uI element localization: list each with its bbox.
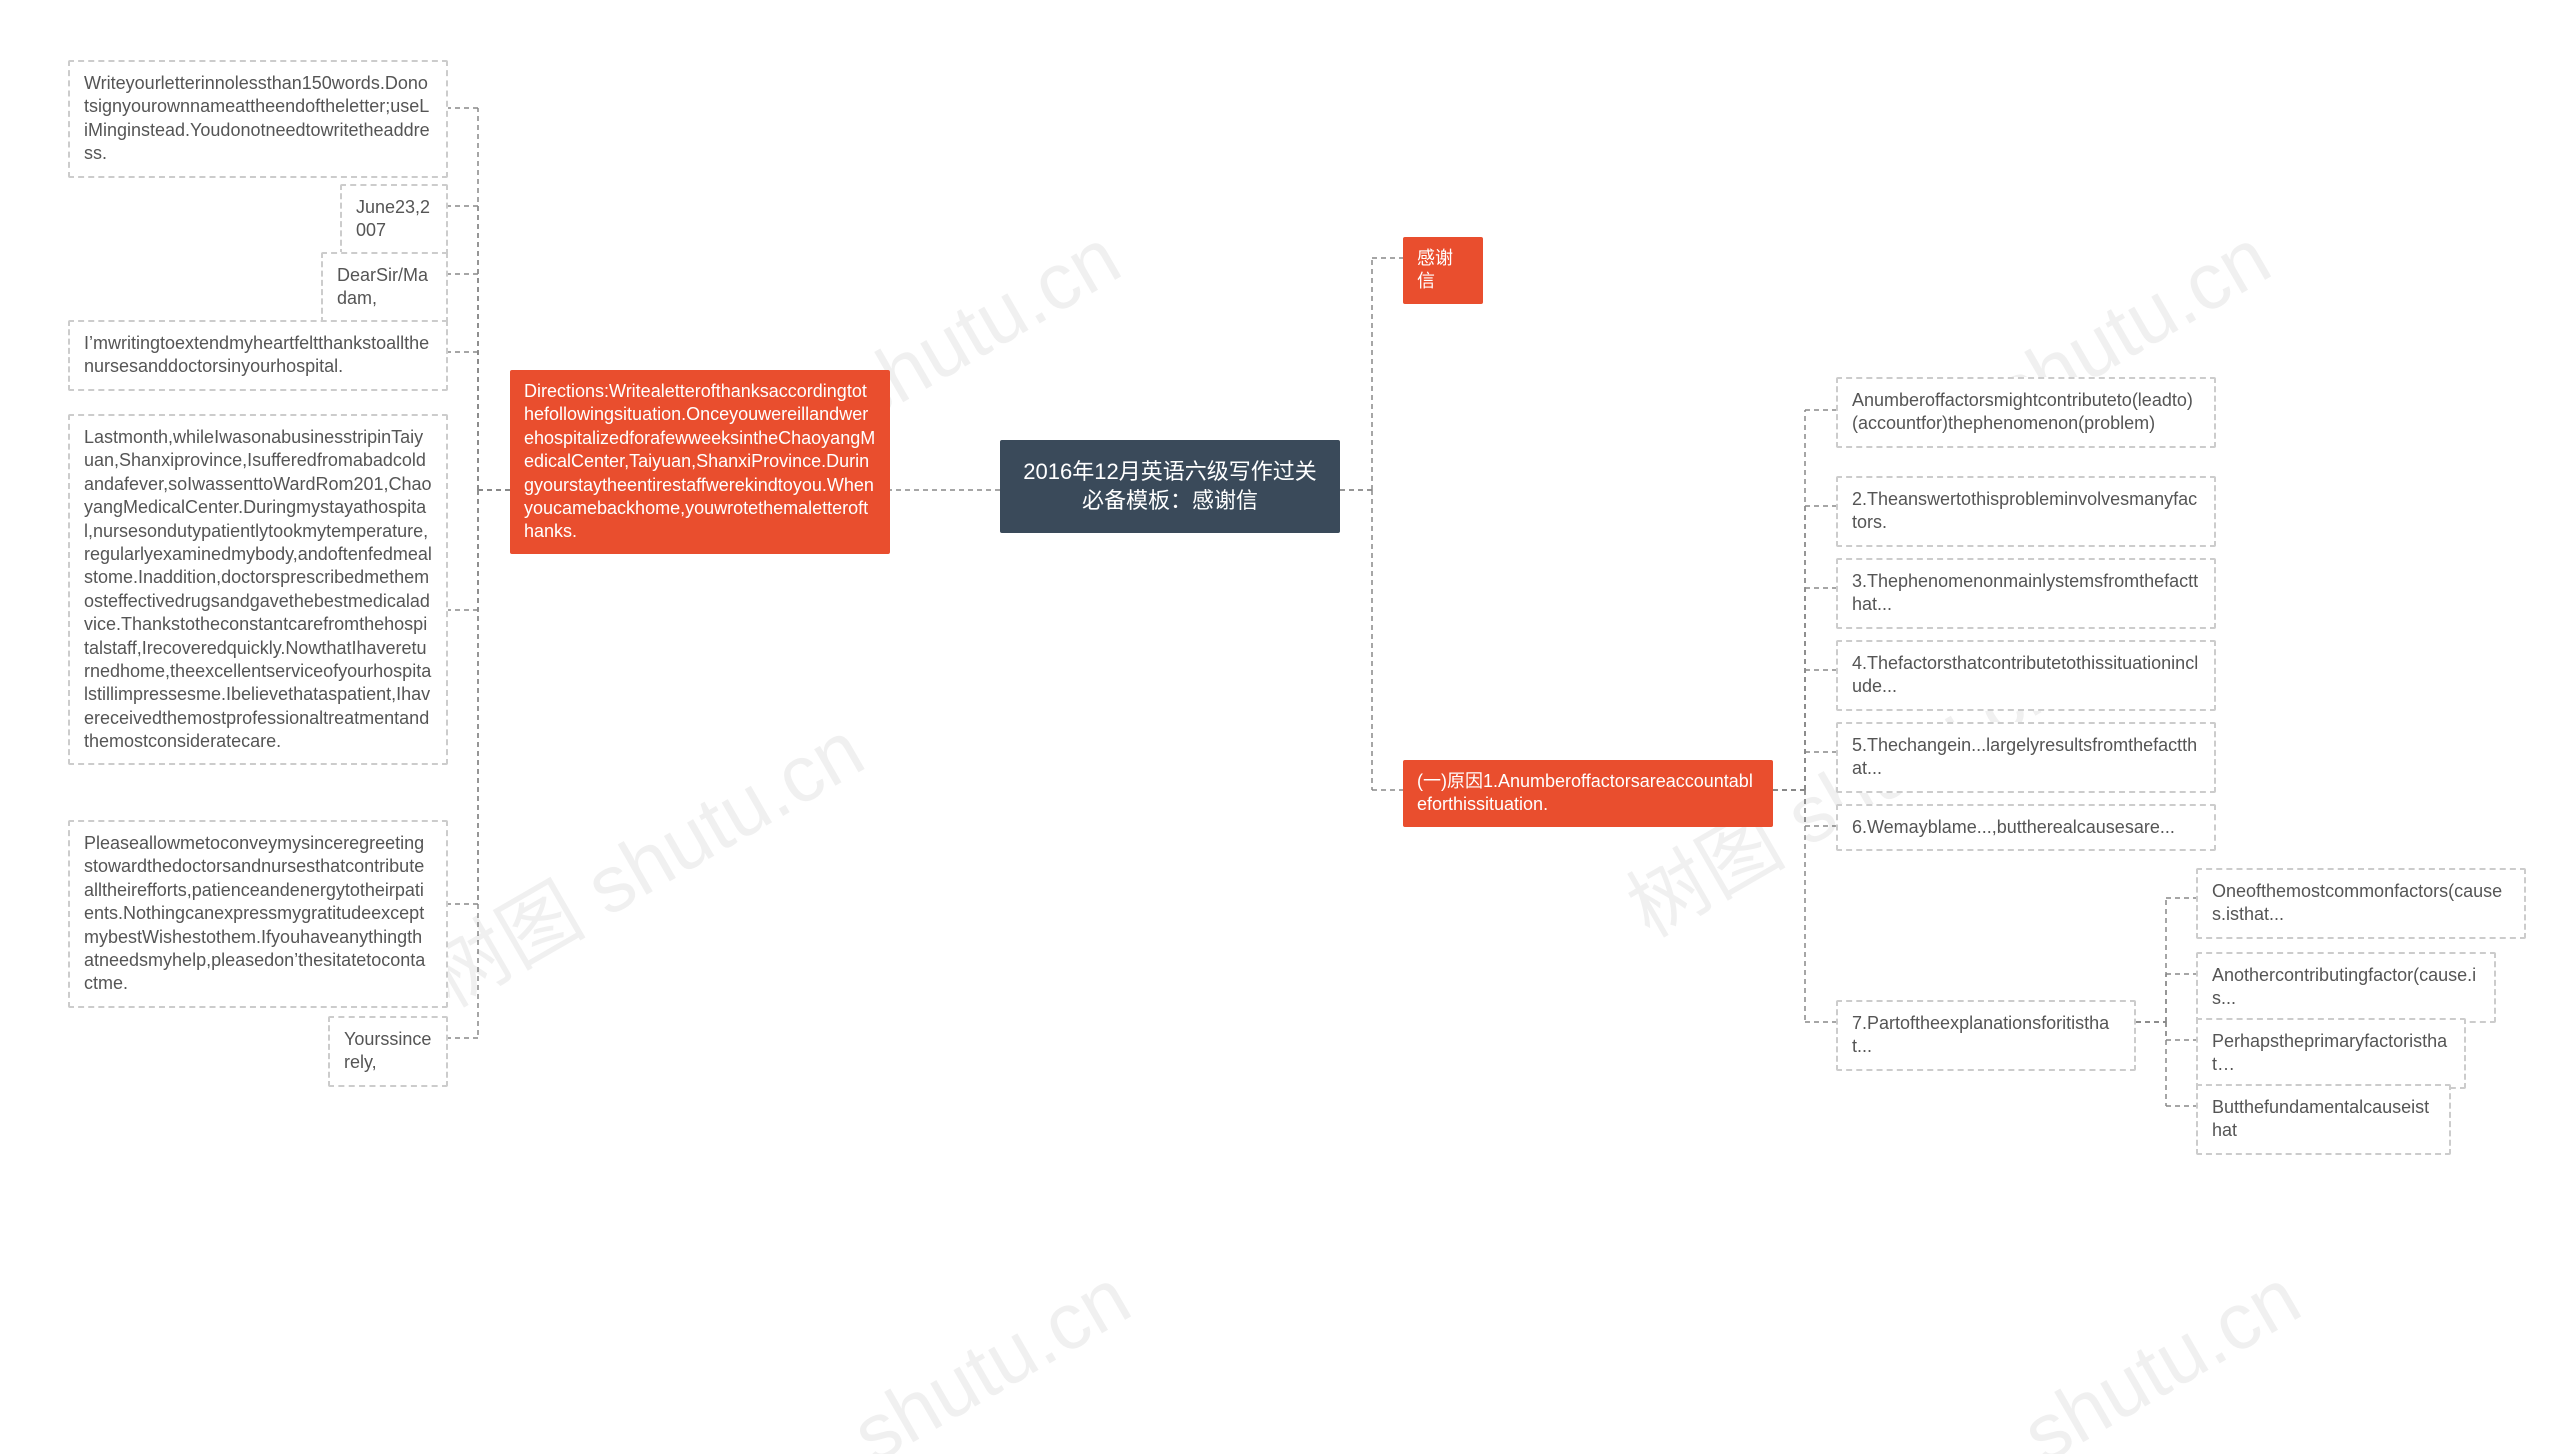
right-top-node: 感谢信	[1403, 237, 1483, 304]
central-node: 2016年12月英语六级写作过关必备模板：感谢信	[1000, 440, 1340, 533]
right-child-0: Anumberoffactorsmightcontributeto(leadto…	[1836, 377, 2216, 448]
sub-child-0: Oneofthemostcommonfactors(causes.isthat.…	[2196, 868, 2526, 939]
left-child-5: Pleaseallowmetoconveymysinceregreetingst…	[68, 820, 448, 1008]
right-child-4: 5.Thechangein...largelyresultsfromthefac…	[1836, 722, 2216, 793]
sub-child-2: Perhapstheprimaryfactoristhat…	[2196, 1018, 2466, 1089]
watermark: 树图 shutu.cn	[403, 687, 881, 1030]
left-main-node: Directions:Writealetterofthanksaccording…	[510, 370, 890, 554]
left-child-1: June23,2007	[340, 184, 448, 255]
right-child-3: 4.Thefactorsthatcontributetothissituatio…	[1836, 640, 2216, 711]
left-child-0: Writeyourletterinnolessthan150words.Dono…	[68, 60, 448, 178]
left-child-4: Lastmonth,whileIwasonabusinesstripinTaiy…	[68, 414, 448, 765]
right-child-1: 2.Theanswertothisprobleminvolvesmanyfact…	[1836, 476, 2216, 547]
watermark: shutu.cn	[837, 1251, 1145, 1454]
right-child-6: 7.Partoftheexplanationsforitisthat...	[1836, 1000, 2136, 1071]
right-child-2: 3.Thephenomenonmainlystemsfromthefacttha…	[1836, 558, 2216, 629]
left-child-3: I’mwritingtoextendmyheartfeltthankstoall…	[68, 320, 448, 391]
right-main-node: (一)原因1.Anumberoffactorsareaccountablefor…	[1403, 760, 1773, 827]
right-child-5: 6.Wemayblame...,buttherealcausesare...	[1836, 804, 2216, 851]
sub-child-3: Butthefundamentalcauseisthat	[2196, 1084, 2451, 1155]
sub-child-1: Anothercontributingfactor(cause.is...	[2196, 952, 2496, 1023]
left-child-2: DearSir/Madam,	[321, 252, 448, 323]
watermark: shutu.cn	[2007, 1251, 2315, 1454]
left-child-6: Yourssincerely,	[328, 1016, 448, 1087]
